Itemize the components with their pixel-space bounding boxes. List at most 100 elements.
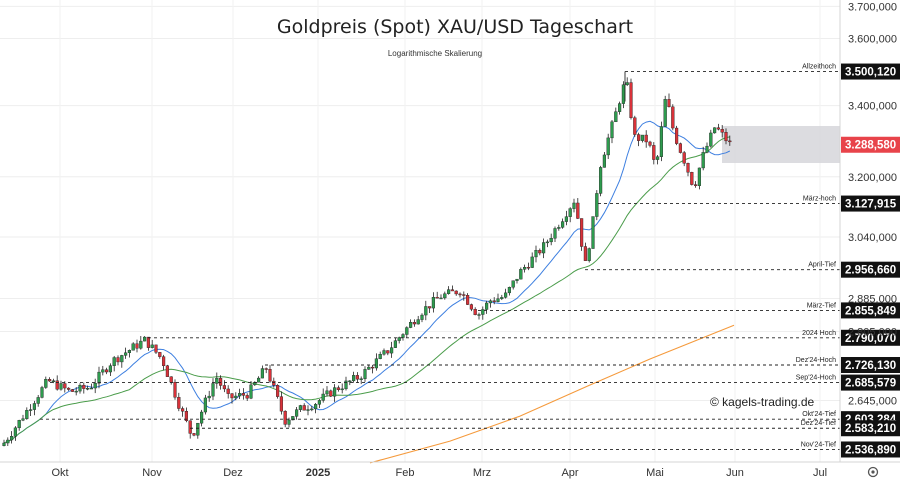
candle-body (48, 379, 52, 382)
candle-body (709, 132, 713, 147)
candle-body (637, 134, 641, 141)
candle-body (158, 352, 162, 357)
x-tick-label: Okt (51, 467, 68, 479)
candle-body (545, 241, 549, 244)
candle-body (89, 387, 93, 390)
candle-body (420, 314, 424, 320)
price-badge (841, 357, 900, 374)
candle-body (180, 408, 185, 412)
ema-short-line (3, 120, 731, 444)
candle-body (237, 393, 242, 397)
candle-body (104, 369, 109, 373)
candle-body (291, 416, 295, 421)
settings-icon[interactable] (867, 466, 879, 478)
candle-body (378, 354, 382, 359)
candle-body (36, 397, 40, 404)
candle-body (614, 111, 618, 123)
candle-body (701, 152, 705, 169)
grid-lines (0, 0, 840, 462)
candle-body (450, 289, 454, 292)
candle-body (640, 134, 644, 141)
candle-body (93, 382, 97, 389)
price-badge-text: 3.127,915 (845, 199, 897, 211)
candle-body (177, 397, 181, 409)
candle-body (393, 340, 397, 348)
candle-body (25, 410, 29, 419)
candle-body (530, 256, 534, 268)
candle-body (466, 295, 470, 305)
candle-body (485, 302, 489, 310)
time-axis: Okt Nov Dez 2025 Feb Mrz Apr Mai Jun Jul (51, 467, 827, 479)
candle-body (203, 397, 207, 413)
candle-body (606, 137, 610, 156)
candle-body (724, 132, 728, 142)
candle-body (382, 350, 386, 355)
candle-body (29, 409, 33, 411)
candle-body (192, 433, 196, 436)
candle-body (184, 411, 188, 421)
candle-body (568, 208, 572, 217)
candle-body (572, 202, 576, 209)
candle-body (108, 365, 112, 373)
candle-body (424, 306, 428, 316)
candle-body (173, 382, 177, 398)
candle-body (317, 400, 321, 405)
candle-body (542, 242, 546, 254)
candle-body (580, 218, 584, 247)
level-label: Sep'24-Hoch (796, 375, 836, 382)
candle-body (9, 436, 14, 441)
candle-body (196, 422, 200, 436)
candle-body (344, 380, 348, 390)
candle-body (245, 395, 249, 399)
candle-body (553, 228, 557, 239)
candle-body (374, 358, 378, 369)
candle-body (188, 420, 192, 434)
y-tick-label: 3.040,000 (848, 232, 897, 244)
candle-body (519, 269, 523, 280)
candle-body (367, 366, 371, 370)
candle-body (222, 385, 226, 390)
candle-body (405, 327, 409, 335)
candle-body (146, 336, 150, 348)
chart-title: Goldpreis (Spot) XAU/USD Tageschart (277, 16, 633, 38)
candle-body (279, 396, 283, 412)
candle-body (264, 368, 268, 370)
candle-body (716, 127, 720, 130)
candle-body (462, 294, 466, 296)
candle-body (150, 344, 154, 348)
candle-body (595, 193, 599, 217)
candle-body (659, 126, 663, 157)
candle-body (481, 309, 485, 315)
candle-body (363, 369, 367, 379)
candle-body (32, 403, 36, 410)
current-price-text: 3.288,580 (845, 140, 896, 152)
candle-body (454, 290, 458, 295)
candle-body (234, 395, 238, 399)
candle-body (272, 380, 276, 386)
candle-body (633, 117, 637, 135)
candle-body (625, 82, 629, 85)
candle-body (325, 390, 329, 395)
x-tick-label: 2025 (306, 467, 330, 479)
candle-body (469, 304, 473, 310)
candle-body (74, 390, 78, 393)
candle-body (576, 202, 580, 219)
price-badge (841, 302, 900, 319)
candle-body (13, 427, 17, 437)
price-badge (841, 195, 900, 212)
candle-body (21, 418, 25, 421)
candle-body (583, 246, 587, 261)
price-badge-text: 2.726,130 (845, 360, 896, 372)
candle-body (697, 167, 701, 186)
price-axis: 3.700,000 3.600,000 3.400,000 3.200,000 3.04… (848, 1, 897, 407)
candle-body (352, 375, 356, 382)
candle-body (359, 378, 363, 380)
candle-body (355, 375, 359, 380)
candle-body (78, 384, 82, 392)
candle-body (686, 163, 690, 173)
level-label: Allzeithoch (802, 64, 836, 71)
candle-body (70, 389, 74, 392)
candle-body (401, 334, 405, 338)
candle-body (161, 356, 166, 366)
